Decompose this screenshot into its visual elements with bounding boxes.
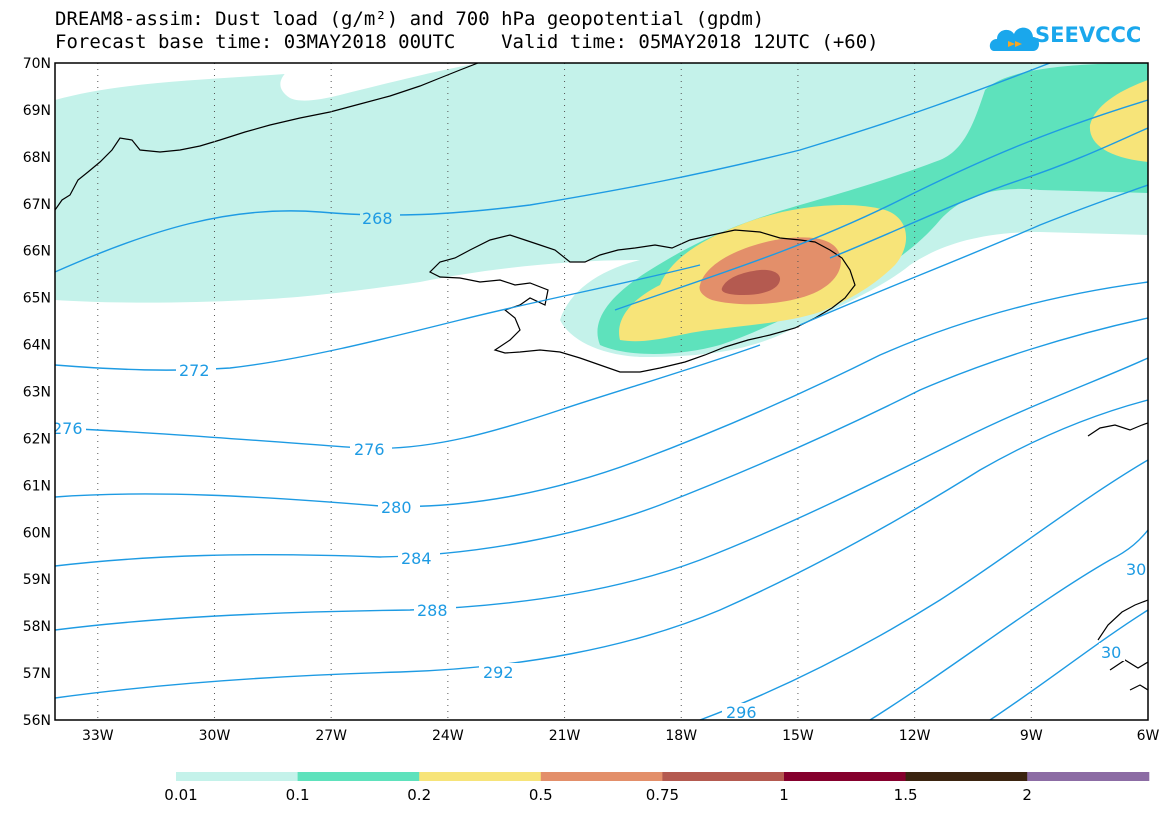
dust-region-0.2-east <box>1089 80 1148 162</box>
contour-label: 268 <box>362 209 393 228</box>
contour-label: 284 <box>401 549 432 568</box>
lat-tick-label: 70N <box>23 56 51 72</box>
contour-272-b <box>829 127 1148 259</box>
lon-tick-label: 6W <box>1137 728 1160 744</box>
lat-tick-label: 69N <box>23 103 51 119</box>
contour-292 <box>55 399 1148 699</box>
contour-276-b <box>799 184 1148 326</box>
lon-tick-label: 12W <box>899 728 931 744</box>
contour-label: 30 <box>1126 560 1146 579</box>
cloud-icon <box>989 27 1039 51</box>
lon-tick-label: 21W <box>549 728 581 744</box>
contour-label: 276 <box>52 419 83 438</box>
lat-tick-label: 60N <box>23 525 51 541</box>
lon-tick-label: 30W <box>199 728 231 744</box>
contour-284 <box>55 317 1148 567</box>
lon-tick-label: 27W <box>315 728 347 744</box>
lon-tick-label: 9W <box>1020 728 1043 744</box>
geopotential-contours <box>55 63 1148 720</box>
lon-tick-label: 18W <box>665 728 697 744</box>
contour-label: 272 <box>179 361 210 380</box>
lat-tick-label: 67N <box>23 197 51 213</box>
map-subtitle: Forecast base time: 03MAY2018 00UTC Vali… <box>55 31 879 53</box>
lat-tick-label: 68N <box>23 150 51 166</box>
logo-text: SEEVCCC <box>1035 23 1142 47</box>
lat-tick-label: 59N <box>23 572 51 588</box>
contour-300 <box>869 529 1148 720</box>
contour-280 <box>55 281 1148 508</box>
lat-tick-label: 64N <box>23 338 51 354</box>
lat-tick-label: 66N <box>23 244 51 260</box>
lat-tick-label: 57N <box>23 666 51 682</box>
lat-tick-label: 65N <box>23 291 51 307</box>
greenland-coast <box>55 63 479 211</box>
contour-label: 276 <box>354 440 385 459</box>
lat-tick-label: 61N <box>23 478 51 494</box>
contour-label: 292 <box>483 663 514 682</box>
lat-tick-label: 62N <box>23 431 51 447</box>
lat-tick-label: 58N <box>23 619 51 635</box>
lon-tick-label: 24W <box>432 728 464 744</box>
contour-labels: 268 272 276 276 280 284 288 292 296 30 3… <box>52 209 1148 722</box>
contour-288 <box>55 357 1148 631</box>
contour-304 <box>989 609 1148 720</box>
dust-region-0.75 <box>721 269 781 295</box>
contour-label: 280 <box>381 498 412 517</box>
lat-tick-label: 56N <box>23 713 51 729</box>
norway-coast <box>1087 422 1148 437</box>
iceland-coast <box>428 229 856 373</box>
lon-tick-label: 33W <box>82 728 114 744</box>
dust-region-0.01 <box>55 63 1148 357</box>
scotland-coast <box>1097 599 1148 691</box>
contour-272 <box>55 264 701 371</box>
lon-tick-label: 15W <box>782 728 814 744</box>
map-background-hole <box>280 63 480 101</box>
contour-label: 288 <box>417 601 448 620</box>
contour-label: 30 <box>1101 643 1121 662</box>
contour-276 <box>55 344 761 450</box>
map-title: DREAM8-assim: Dust load (g/m²) and 700 h… <box>55 8 765 30</box>
lat-tick-label: 63N <box>23 385 51 401</box>
contour-268 <box>55 63 1051 273</box>
contour-296 <box>699 459 1148 720</box>
map-frame <box>54 62 1149 721</box>
contour-268-b <box>614 99 1148 311</box>
contour-label: 296 <box>726 703 757 722</box>
